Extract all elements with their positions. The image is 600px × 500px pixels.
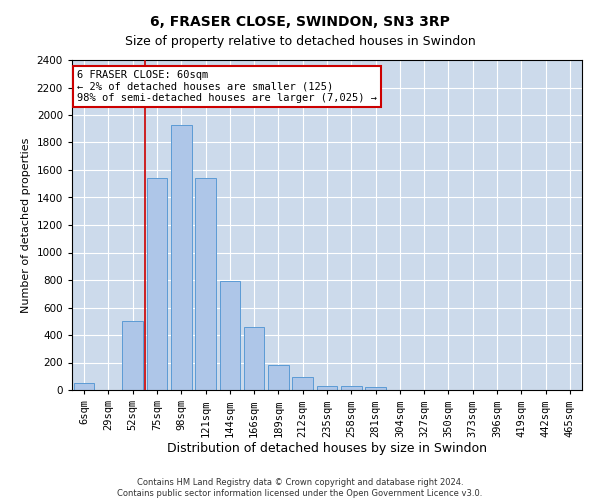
Bar xyxy=(292,377,313,390)
Bar xyxy=(244,327,265,390)
Text: Contains HM Land Registry data © Crown copyright and database right 2024.
Contai: Contains HM Land Registry data © Crown c… xyxy=(118,478,482,498)
Bar xyxy=(317,386,337,390)
Bar xyxy=(74,383,94,390)
Y-axis label: Number of detached properties: Number of detached properties xyxy=(21,138,31,312)
Bar xyxy=(341,386,362,390)
Bar xyxy=(195,178,216,390)
Bar xyxy=(122,322,143,390)
Text: 6 FRASER CLOSE: 60sqm
← 2% of detached houses are smaller (125)
98% of semi-deta: 6 FRASER CLOSE: 60sqm ← 2% of detached h… xyxy=(77,70,377,103)
Text: Size of property relative to detached houses in Swindon: Size of property relative to detached ho… xyxy=(125,35,475,48)
Bar xyxy=(146,178,167,390)
Bar xyxy=(171,124,191,390)
Bar xyxy=(220,282,240,390)
Text: 6, FRASER CLOSE, SWINDON, SN3 3RP: 6, FRASER CLOSE, SWINDON, SN3 3RP xyxy=(150,15,450,29)
X-axis label: Distribution of detached houses by size in Swindon: Distribution of detached houses by size … xyxy=(167,442,487,455)
Bar xyxy=(268,364,289,390)
Bar xyxy=(365,387,386,390)
